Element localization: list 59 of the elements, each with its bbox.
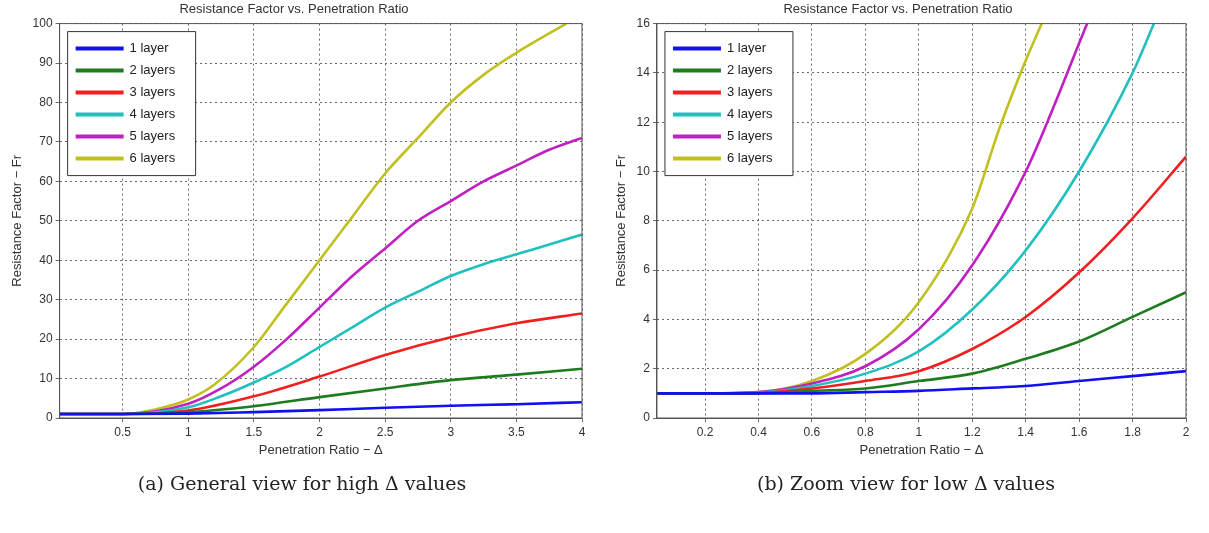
x-tick-label: 1.5 <box>245 424 263 439</box>
y-tick-label: 0 <box>643 410 651 425</box>
legend-label: 1 layer <box>726 40 767 56</box>
x-tick-label: 3.5 <box>508 424 526 439</box>
legend-label: 1 layer <box>129 40 170 56</box>
y-tick-label: 4 <box>643 311 651 326</box>
legend-label: 4 layers <box>726 106 773 122</box>
x-tick-label: 2.5 <box>376 424 394 439</box>
y-tick-label: 90 <box>39 55 53 70</box>
x-tick-label: 1.8 <box>1124 424 1142 439</box>
y-axis-title: Resistance Factor − Fr <box>9 154 25 287</box>
y-tick-label: 100 <box>32 15 53 30</box>
y-tick-label: 60 <box>39 173 53 188</box>
y-tick-label: 10 <box>636 163 651 178</box>
x-axis-title: Penetration Ratio − Δ <box>258 441 384 457</box>
x-tick-label: 0.8 <box>857 424 875 439</box>
x-tick-label: 0.4 <box>750 424 768 439</box>
x-tick-label: 3 <box>447 424 455 439</box>
y-tick-label: 6 <box>643 262 651 277</box>
x-tick-label: 1.4 <box>1017 424 1035 439</box>
legend-label: 4 layers <box>129 106 176 122</box>
text: (b) Zoom view for low Δ values <box>755 472 1057 494</box>
x-tick-label: 2 <box>316 424 324 439</box>
x-tick-label: 1.6 <box>1070 424 1088 439</box>
legend-label: 2 layers <box>129 62 176 78</box>
x-tick-label: 2 <box>1182 424 1190 439</box>
legend-label: 3 layers <box>129 84 176 100</box>
x-tick-label: 0.5 <box>114 424 132 439</box>
legend-label: 6 layers <box>726 150 773 166</box>
y-tick-label: 12 <box>636 114 651 129</box>
y-tick-label: 8 <box>643 213 651 228</box>
y-tick-label: 50 <box>39 213 53 228</box>
y-tick-label: 10 <box>39 370 53 385</box>
chart-title: Resistance Factor vs. Penetration Ratio <box>783 1 1013 17</box>
x-tick-label: 0.6 <box>803 424 821 439</box>
y-tick-label: 70 <box>39 134 53 149</box>
legend-label: 3 layers <box>726 84 773 100</box>
legend-label: 5 layers <box>726 128 773 144</box>
x-tick-label: 0.2 <box>696 424 714 439</box>
legend-label: 2 layers <box>726 62 773 78</box>
x-tick-label: 1 <box>915 424 923 439</box>
y-tick-label: 0 <box>45 410 53 425</box>
y-axis-title: Resistance Factor − Fr <box>613 154 629 287</box>
chart-title: Resistance Factor vs. Penetration Ratio <box>179 1 409 17</box>
text: (a) General view for high Δ values <box>136 472 468 494</box>
x-tick-label: 4 <box>578 424 586 439</box>
y-tick-label: 80 <box>39 94 53 109</box>
y-tick-label: 14 <box>636 65 651 80</box>
x-axis-title: Penetration Ratio − Δ <box>859 441 984 457</box>
legend-label: 5 layers <box>129 128 176 144</box>
x-tick-label: 1 <box>184 424 192 439</box>
y-tick-label: 30 <box>39 291 53 306</box>
y-tick-label: 16 <box>636 15 651 30</box>
line-series <box>656 369 1186 395</box>
y-tick-label: 40 <box>39 252 53 267</box>
legend-label: 6 layers <box>129 150 176 166</box>
y-tick-label: 20 <box>39 331 53 346</box>
y-tick-label: 2 <box>643 361 651 376</box>
x-tick-label: 1.2 <box>963 424 981 439</box>
